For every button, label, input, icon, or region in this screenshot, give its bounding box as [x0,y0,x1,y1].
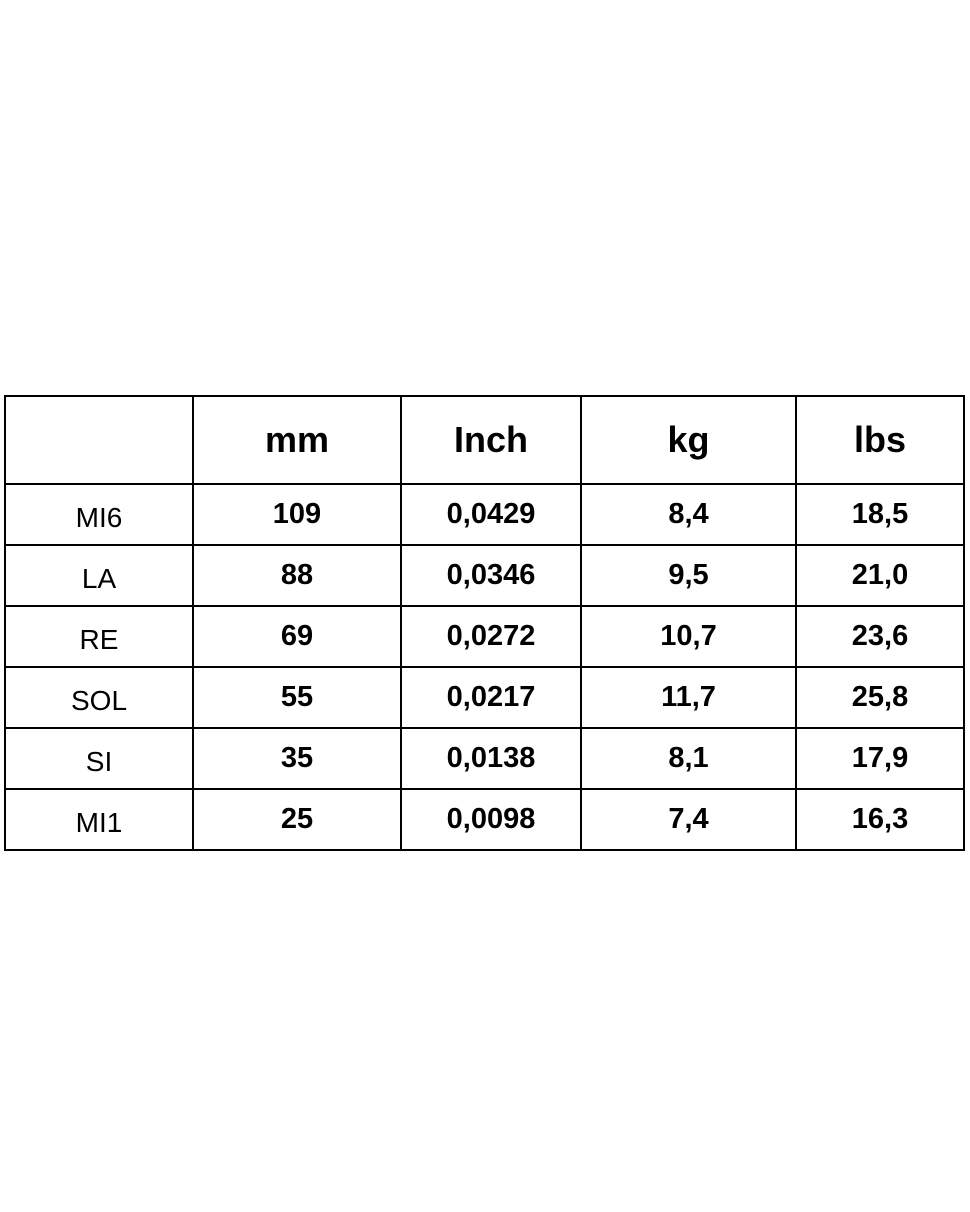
column-header: Inch [400,395,582,485]
table-cell: 23,6 [795,605,965,668]
table-row: SI 35 0,0138 8,1 17,9 [4,727,965,790]
row-label: SOL [4,666,194,729]
column-header [4,395,194,485]
column-header: lbs [795,395,965,485]
row-label: LA [4,544,194,607]
header-row: mm Inch kg lbs [4,395,965,485]
table-cell: 88 [192,544,402,607]
table-cell: 0,0098 [400,788,582,851]
table-cell: 55 [192,666,402,729]
table-cell: 0,0346 [400,544,582,607]
column-header: kg [580,395,797,485]
table-cell: 10,7 [580,605,797,668]
row-label: SI [4,727,194,790]
table-row: LA 88 0,0346 9,5 21,0 [4,544,965,607]
table-cell: 8,1 [580,727,797,790]
table-row: SOL 55 0,0217 11,7 25,8 [4,666,965,729]
row-label: MI1 [4,788,194,851]
table-cell: 9,5 [580,544,797,607]
table-cell: 69 [192,605,402,668]
table-cell: 25,8 [795,666,965,729]
row-label: MI6 [4,483,194,546]
table-row: RE 69 0,0272 10,7 23,6 [4,605,965,668]
table-cell: 18,5 [795,483,965,546]
table-row: MI6 109 0,0429 8,4 18,5 [4,483,965,546]
table-cell: 11,7 [580,666,797,729]
table-cell: 0,0272 [400,605,582,668]
table-cell: 35 [192,727,402,790]
table-cell: 17,9 [795,727,965,790]
table-cell: 0,0429 [400,483,582,546]
table-cell: 25 [192,788,402,851]
table-row: MI1 25 0,0098 7,4 16,3 [4,788,965,851]
column-header: mm [192,395,402,485]
table-cell: 7,4 [580,788,797,851]
row-label: RE [4,605,194,668]
table-cell: 21,0 [795,544,965,607]
table-cell: 16,3 [795,788,965,851]
table-cell: 8,4 [580,483,797,546]
table-cell: 109 [192,483,402,546]
table-cell: 0,0138 [400,727,582,790]
string-tension-table: mm Inch kg lbs MI6 109 0,0429 8,4 18,5 LA 88 0,0346… [4,395,965,851]
table-cell: 0,0217 [400,666,582,729]
